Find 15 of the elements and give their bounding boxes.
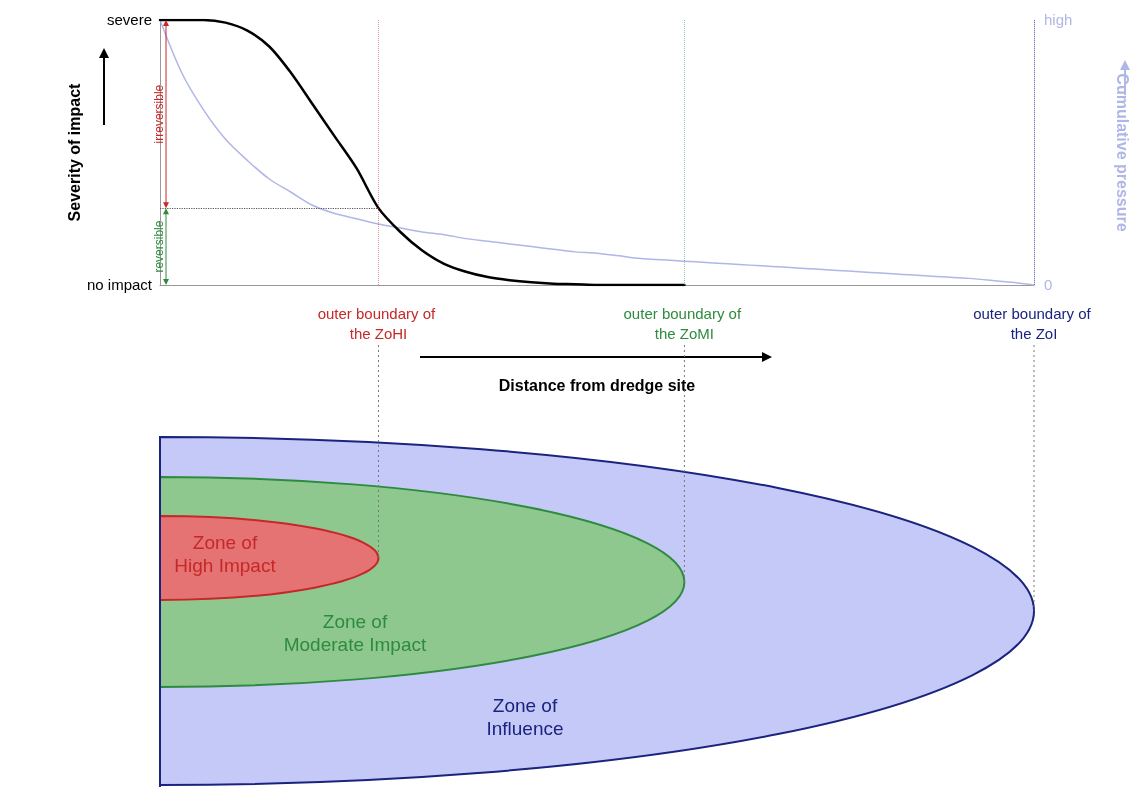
annotation: irreversible <box>152 84 166 144</box>
text: Zone of High Impact <box>174 532 277 576</box>
text: severe <box>106 11 152 28</box>
text: no impact <box>86 276 153 293</box>
y2-axis-title: Cumulative pressure <box>1113 73 1131 232</box>
text: high <box>1044 11 1073 28</box>
text: 0 <box>1044 276 1053 293</box>
x-tick-label: outer boundary of the ZoMI <box>623 304 746 342</box>
annotation: reversible <box>152 220 166 273</box>
x-tick-label: outer boundary of the ZoHI <box>317 304 440 342</box>
x-tick-label: outer boundary of the ZoI <box>973 304 1095 342</box>
x-axis-title: Distance from dredge site <box>498 376 696 394</box>
text: Zone of Influence <box>486 695 564 739</box>
y-axis-title: Severity of impact <box>65 82 83 222</box>
text: Zone of Moderate Impact <box>283 611 427 655</box>
